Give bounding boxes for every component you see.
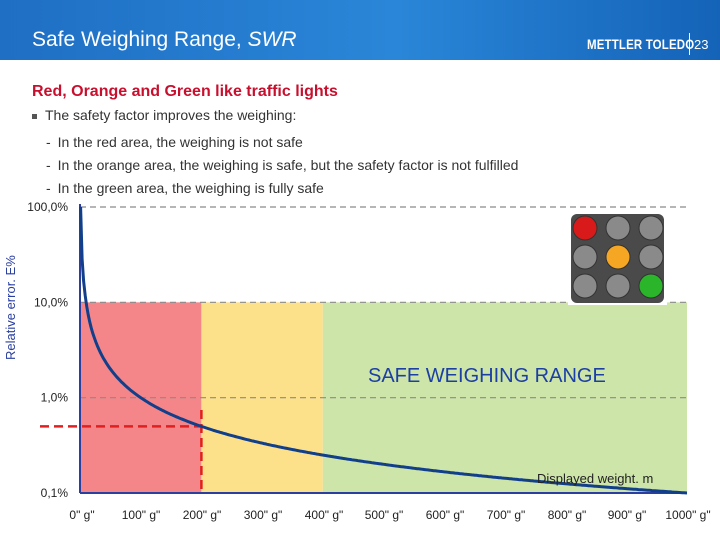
x-tick-label: 100" g": [122, 508, 161, 522]
lamp-off-icon: [572, 273, 598, 299]
sub-item-text: In the orange area, the weighing is safe…: [57, 157, 519, 173]
y-tick-label: 100,0%: [27, 200, 68, 214]
lamp-off-icon: [638, 215, 664, 241]
bullet-square-icon: [32, 113, 37, 119]
axes-layer: [79, 204, 687, 494]
x-tick-label: 400" g": [305, 508, 344, 522]
lamp-off-icon: [572, 244, 598, 270]
sub-item-text: In the red area, the weighing is not saf…: [57, 134, 303, 150]
x-tick-label: 500" g": [365, 508, 404, 522]
green-lamp-icon: [638, 273, 664, 299]
lamp-off-icon: [638, 244, 664, 270]
orange-lamp-icon: [605, 244, 631, 270]
sub-item-text: In the green area, the weighing is fully…: [57, 180, 324, 196]
page-number: 23: [694, 37, 709, 52]
ticks-layer: 100,0% 10,0% 1,0% 0,1%0" g" 100" g" 200" g" 30…: [27, 200, 710, 522]
x-axis-label: Displayed weight. m: [537, 471, 653, 486]
page-title: Safe Weighing Range, SWR: [32, 28, 297, 52]
traffic-light-icon: [568, 212, 667, 305]
title-text: Safe Weighing Range,: [32, 28, 248, 51]
red-lamp-icon: [572, 215, 598, 241]
x-tick-label: 1000" g": [665, 508, 710, 522]
marker-layer: [40, 410, 203, 493]
sub-item-green: - In the green area, the weighing is full…: [46, 180, 324, 196]
section-subtitle: Red, Orange and Green like traffic light…: [32, 83, 338, 100]
lamp-off-icon: [605, 215, 631, 241]
bullet-item: The safety factor improves the weighing:: [32, 107, 296, 123]
title-italic: SWR: [247, 28, 297, 51]
x-tick-label: 0" g": [69, 508, 94, 522]
lamp-off-icon: [605, 273, 631, 299]
brand-logo: METTLER TOLEDO: [587, 36, 695, 52]
y-tick-label: 1,0%: [41, 391, 69, 405]
safe-weighing-range-label: SAFE WEIGHING RANGE: [368, 365, 606, 387]
sub-item-orange: - In the orange area, the weighing is saf…: [46, 157, 519, 173]
x-tick-label: 300" g": [244, 508, 283, 522]
page-separator: [689, 33, 690, 55]
bullet-text: The safety factor improves the weighing:: [45, 107, 297, 123]
sub-item-red: - In the red area, the weighing is not sa…: [46, 134, 303, 150]
y-tick-label: 0,1%: [41, 486, 69, 500]
title-bar: Safe Weighing Range, SWR METTLER TOLEDO …: [0, 0, 720, 60]
x-tick-label: 800" g": [548, 508, 587, 522]
error-curve: [79, 206, 688, 495]
x-tick-label: 200" g": [183, 508, 222, 522]
x-tick-label: 600" g": [426, 508, 465, 522]
y-tick-label: 10,0%: [34, 295, 68, 309]
x-tick-label: 900" g": [608, 508, 647, 522]
x-tick-label: 700" g": [487, 508, 526, 522]
